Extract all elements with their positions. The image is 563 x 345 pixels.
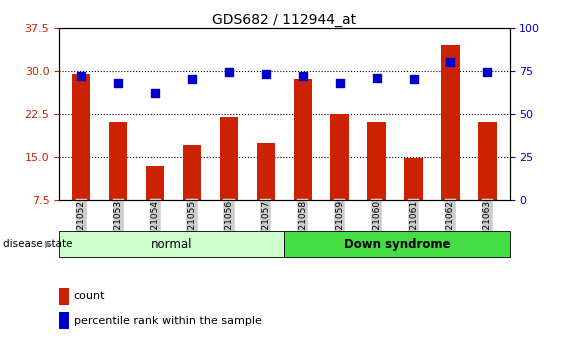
Bar — [368, 122, 386, 200]
Point — [409, 77, 418, 82]
Point — [483, 70, 492, 75]
Bar — [220, 117, 238, 200]
Text: percentile rank within the sample: percentile rank within the sample — [74, 316, 261, 326]
Point — [187, 77, 196, 82]
Text: Down syndrome: Down syndrome — [343, 238, 450, 250]
Text: GSM21062: GSM21062 — [446, 200, 455, 249]
Bar — [330, 114, 349, 200]
Text: ▶: ▶ — [45, 239, 52, 249]
Bar — [59, 312, 69, 329]
Bar — [404, 158, 423, 200]
Point — [261, 71, 270, 77]
Text: GSM21052: GSM21052 — [77, 200, 86, 249]
Bar — [59, 288, 69, 305]
Point — [225, 70, 234, 75]
Bar — [257, 142, 275, 200]
Bar — [72, 73, 91, 200]
Point — [298, 73, 307, 79]
Text: count: count — [74, 292, 105, 302]
Point — [114, 80, 123, 86]
Text: GSM21056: GSM21056 — [225, 200, 234, 249]
FancyBboxPatch shape — [284, 231, 510, 257]
Bar — [478, 122, 497, 200]
Text: GSM21055: GSM21055 — [187, 200, 196, 249]
Point — [372, 75, 381, 80]
Bar — [441, 45, 459, 200]
Bar — [293, 79, 312, 200]
Text: GSM21054: GSM21054 — [150, 200, 159, 249]
Bar — [109, 122, 127, 200]
Title: GDS682 / 112944_at: GDS682 / 112944_at — [212, 12, 356, 27]
Text: GSM21061: GSM21061 — [409, 200, 418, 249]
Text: GSM21063: GSM21063 — [483, 200, 492, 249]
Bar — [146, 166, 164, 200]
Text: GSM21059: GSM21059 — [335, 200, 344, 249]
FancyBboxPatch shape — [59, 231, 284, 257]
Text: normal: normal — [151, 238, 193, 250]
Text: GSM21057: GSM21057 — [261, 200, 270, 249]
Point — [150, 90, 159, 96]
Point — [335, 80, 344, 86]
Text: GSM21053: GSM21053 — [114, 200, 123, 249]
Text: GSM21058: GSM21058 — [298, 200, 307, 249]
Point — [77, 73, 86, 79]
Point — [446, 59, 455, 65]
Text: disease state: disease state — [3, 239, 72, 249]
Bar — [183, 146, 201, 200]
Text: GSM21060: GSM21060 — [372, 200, 381, 249]
